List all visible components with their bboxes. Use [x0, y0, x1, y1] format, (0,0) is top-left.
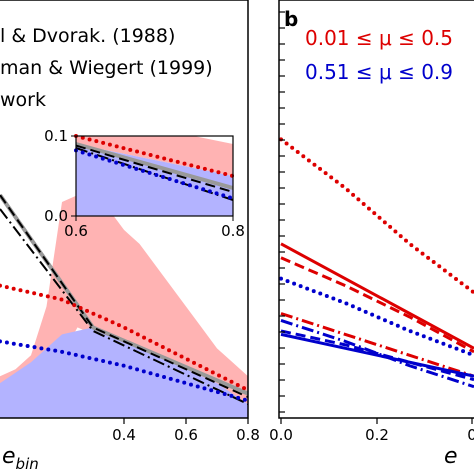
- panel-b-legend-entry-0: 0.01 ≤ μ ≤ 0.5: [305, 26, 453, 50]
- inset-series-2: [75, 142, 234, 190]
- panel-b-series-2: [280, 256, 474, 354]
- panel-a-series-5: [0, 283, 250, 393]
- inset-x-tick-label-1: 0.8: [221, 222, 245, 240]
- panel-a-x-label-sub: bin: [16, 455, 39, 473]
- panel-a-x-label: ebin: [2, 444, 39, 473]
- inset-chart: 0.6 0.8 0.0 0.1: [44, 127, 245, 240]
- panel-a-series-4: [0, 208, 249, 405]
- panel-b-legend-entry-1: 0.51 ≤ μ ≤ 0.9: [305, 60, 453, 84]
- panel-a-legend-entry-0: l & Dvorak. (1988): [0, 25, 175, 47]
- panel-b-frame: [278, 0, 474, 419]
- panel-b-series-0: [279, 137, 474, 295]
- panel-a-series-3: [0, 194, 249, 399]
- panel-b-series-6: [280, 329, 474, 382]
- panel-b-series-4: [280, 312, 474, 378]
- inset-series-5: [74, 134, 235, 178]
- panel-b-letter: b: [284, 7, 298, 31]
- panel-b-series-7: [280, 332, 474, 378]
- panel-a-chart: 0.4 0.6 0.8 l & Dvorak. (1988) man & Wieger…: [0, 0, 260, 473]
- inset-y-tick-label-0: 0.0: [44, 207, 68, 225]
- inset-y-tick-label-1: 0.1: [44, 127, 68, 145]
- panel-a-x-tick-label-0: 0.4: [112, 426, 136, 444]
- panel-a-legend-entry-2: work: [0, 89, 46, 111]
- inset-frame: [75, 135, 234, 217]
- inset-series-3: [75, 144, 234, 193]
- panel-b-series-1: [280, 242, 474, 350]
- panel-b-x-tick-label-2: 0: [467, 426, 474, 444]
- panel-a-frame: [0, 0, 249, 419]
- panel-a-x-tick-label-1: 0.6: [174, 426, 198, 444]
- panel-a-series-6: [0, 339, 250, 403]
- panel-b-x-tick-label-0: 0.0: [269, 426, 293, 444]
- panel-a-x-label-main: e: [2, 444, 16, 469]
- panel-b-x-tick-label-1: 0.2: [365, 426, 389, 444]
- panel-b-x-label: e: [444, 444, 458, 469]
- panel-a-legend-entry-1: man & Wiegert (1999): [0, 57, 213, 79]
- inset-x-tick-label-0: 0.6: [64, 222, 88, 240]
- panel-a-x-tick-label-2: 0.8: [236, 426, 260, 444]
- panel-b-chart: 0.0 0.2 0 b 0.01 ≤ μ ≤ 0.5 0.51 ≤ μ ≤ 0.9 e: [269, 0, 474, 469]
- inset-series-4: [75, 147, 234, 201]
- inset-series-6: [74, 148, 235, 201]
- panel-b-series-3: [279, 276, 474, 358]
- panel-b-series-5: [280, 319, 474, 389]
